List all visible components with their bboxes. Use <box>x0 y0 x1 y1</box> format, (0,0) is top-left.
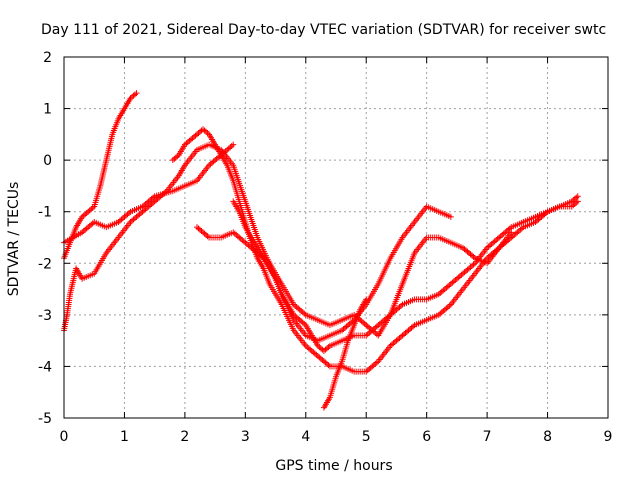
y-tick-label: -1 <box>38 205 52 221</box>
x-axis-label: GPS time / hours <box>275 458 392 474</box>
y-tick-label: 1 <box>43 102 52 118</box>
y-tick-label: -3 <box>38 308 52 324</box>
data-points <box>61 90 581 411</box>
x-tick-label: 2 <box>180 429 189 445</box>
series-track-2 <box>61 141 237 246</box>
data-point <box>363 296 370 303</box>
data-point <box>508 229 515 236</box>
plot-frame <box>63 56 609 419</box>
x-tick-label: 1 <box>120 429 129 445</box>
y-tick-label: 2 <box>43 50 52 66</box>
x-tick-label: 3 <box>241 429 250 445</box>
x-tick-label: 7 <box>483 429 492 445</box>
chart-title: Day 111 of 2021, Sidereal Day-to-day VTE… <box>41 22 606 38</box>
x-tick-label: 0 <box>60 429 69 445</box>
x-tick-label: 5 <box>362 429 371 445</box>
data-point <box>574 198 581 205</box>
series-track-7 <box>320 296 370 411</box>
y-tick-label: -4 <box>38 359 52 375</box>
series-track-1 <box>61 90 140 262</box>
data-point <box>133 90 140 97</box>
x-tick-label: 9 <box>604 429 613 445</box>
y-axis-label: SDTVAR / TECUs <box>6 182 22 297</box>
series-track-6 <box>193 224 515 339</box>
y-tick-label: 0 <box>43 153 52 169</box>
x-tick-label: 4 <box>301 429 310 445</box>
x-tick-label: 8 <box>543 429 552 445</box>
x-tick-label: 6 <box>422 429 431 445</box>
y-tick-label: -5 <box>38 411 52 427</box>
data-point <box>574 193 581 200</box>
data-point <box>230 141 237 148</box>
y-tick-label: -2 <box>38 256 52 272</box>
data-point <box>447 213 454 220</box>
